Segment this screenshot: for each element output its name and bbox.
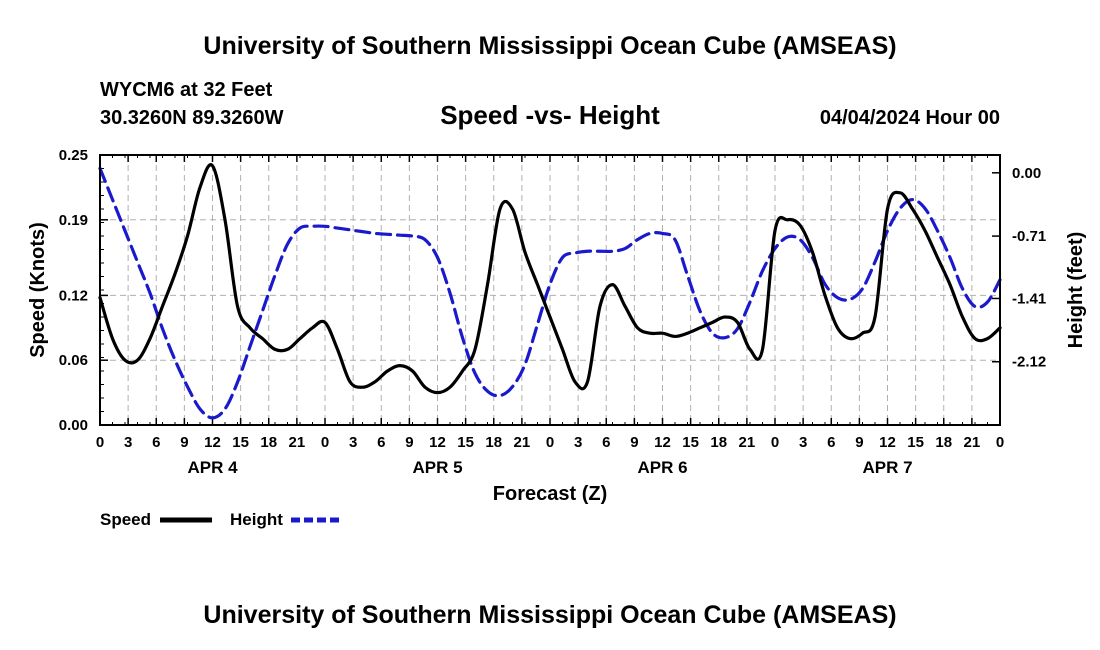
x-tick-label: 18 [710,434,727,451]
x-axis-label: Forecast (Z) [493,483,607,505]
y-right-tick-label: -0.71 [1012,228,1046,245]
x-tick-label: 18 [485,434,502,451]
x-tick-label: 21 [739,434,756,451]
y-axis-left-label: Speed (Knots) [27,222,49,358]
series-line-height [98,166,1002,420]
x-tick-label: 9 [405,434,413,451]
x-tick-label: 6 [152,434,160,451]
axis-ticks: 0 3 6 9 12 15 18 21 0 3 6 9 12 15 18 21 0 3 6 9 12 15 18 21 0 3 6 9… [59,147,1046,477]
day-label: APR 7 [862,458,912,477]
y-left-tick-label: 0.12 [59,287,88,304]
run-time: 04/04/2024 Hour 00 [820,107,1000,129]
series-line-speed [98,163,1002,395]
x-tick-label: 15 [232,434,249,451]
y-axis-right-label: Height (feet) [1065,232,1087,349]
x-tick-label: 12 [654,434,671,451]
x-tick-label: 6 [602,434,610,451]
x-tick-label: 18 [935,434,952,451]
data-series [98,163,1002,420]
x-tick-label: 12 [429,434,446,451]
x-tick-label: 15 [682,434,699,451]
x-tick-label: 0 [546,434,554,451]
x-tick-label: 6 [377,434,385,451]
x-tick-label: 12 [879,434,896,451]
x-tick-label: 18 [260,434,277,451]
x-tick-label: 12 [204,434,221,451]
x-tick-label: 21 [289,434,306,451]
x-tick-label: 0 [321,434,329,451]
y-right-tick-label: 0.00 [1012,165,1041,182]
x-tick-label: 21 [514,434,531,451]
station-name: WYCM6 at 32 Feet [100,79,273,101]
x-tick-label: 0 [96,434,104,451]
station-coords: 30.3260N 89.3260W [100,107,284,129]
x-tick-label: 3 [124,434,132,451]
x-tick-label: 15 [457,434,474,451]
day-label: APR 6 [637,458,687,477]
x-tick-label: 0 [771,434,779,451]
y-right-tick-label: -1.41 [1012,290,1046,307]
x-tick-label: 0 [996,434,1004,451]
legend-speed-label: Speed [100,510,151,529]
day-label: APR 5 [412,458,462,477]
y-left-tick-label: 0.06 [59,352,88,369]
y-left-tick-label: 0.00 [59,417,88,434]
x-tick-label: 21 [964,434,981,451]
x-tick-label: 6 [827,434,835,451]
x-tick-label: 15 [907,434,924,451]
x-tick-label: 3 [799,434,807,451]
legend: Speed Height [100,510,343,529]
x-tick-label: 9 [180,434,188,451]
chart-title: Speed -vs- Height [440,100,660,130]
footer-title: University of Southern Mississippi Ocean… [203,601,896,629]
day-label: APR 4 [187,458,238,477]
y-left-tick-label: 0.19 [59,212,88,229]
plot-frame [99,154,1001,426]
y-left-tick-label: 0.25 [59,147,88,164]
y-right-tick-label: -2.12 [1012,354,1046,371]
legend-height-label: Height [230,510,283,529]
x-tick-label: 9 [630,434,638,451]
page-title: University of Southern Mississippi Ocean… [203,32,896,60]
x-tick-label: 9 [855,434,863,451]
x-tick-label: 3 [574,434,582,451]
x-tick-label: 3 [349,434,357,451]
